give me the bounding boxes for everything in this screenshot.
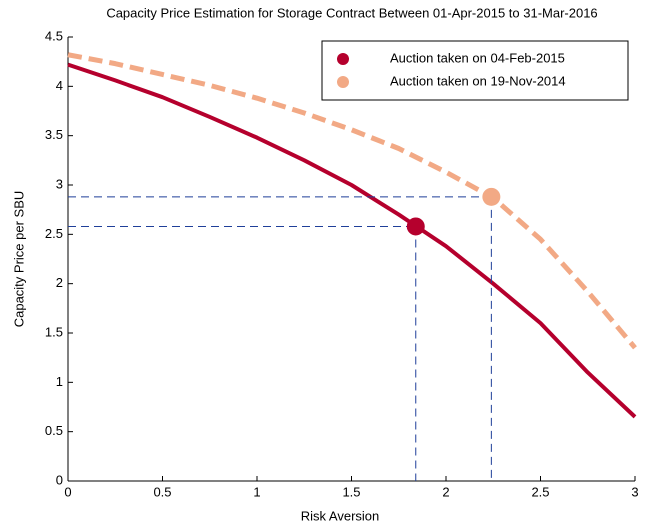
legend-label: Auction taken on 19-Nov-2014: [390, 73, 566, 88]
point-marker: [482, 187, 501, 206]
y-tick-label: 0.5: [45, 423, 63, 438]
series-line: [67, 62, 637, 419]
y-axis-label: Capacity Price per SBU: [11, 191, 26, 328]
x-tick-label: 2: [442, 484, 449, 499]
y-tick-label: 4.5: [45, 28, 63, 43]
point-marker: [406, 217, 425, 236]
x-tick-label: 2.5: [531, 484, 549, 499]
y-tick-label: 1.5: [45, 324, 63, 339]
x-tick-label: 1: [253, 484, 260, 499]
y-tick-label: 0: [56, 472, 63, 487]
legend-marker: [337, 76, 349, 88]
x-axis-label: Risk Aversion: [301, 508, 380, 523]
legend-box: [321, 40, 629, 101]
chart-title: Capacity Price Estimation for Storage Co…: [106, 5, 597, 20]
x-tick-label: 0.5: [153, 484, 171, 499]
y-tick-label: 3: [56, 176, 63, 191]
y-tick-label: 2: [56, 275, 63, 290]
legend-label: Auction taken on 04-Feb-2015: [390, 50, 565, 65]
x-tick-label: 3: [631, 484, 638, 499]
series-line: [67, 52, 637, 350]
y-tick-label: 3.5: [45, 127, 63, 142]
x-tick-label: 0: [64, 484, 71, 499]
y-tick-label: 1: [56, 374, 63, 389]
y-tick-label: 2.5: [45, 226, 63, 241]
x-tick-label: 1.5: [342, 484, 360, 499]
legend-marker: [337, 53, 349, 65]
y-tick-label: 4: [56, 78, 63, 93]
